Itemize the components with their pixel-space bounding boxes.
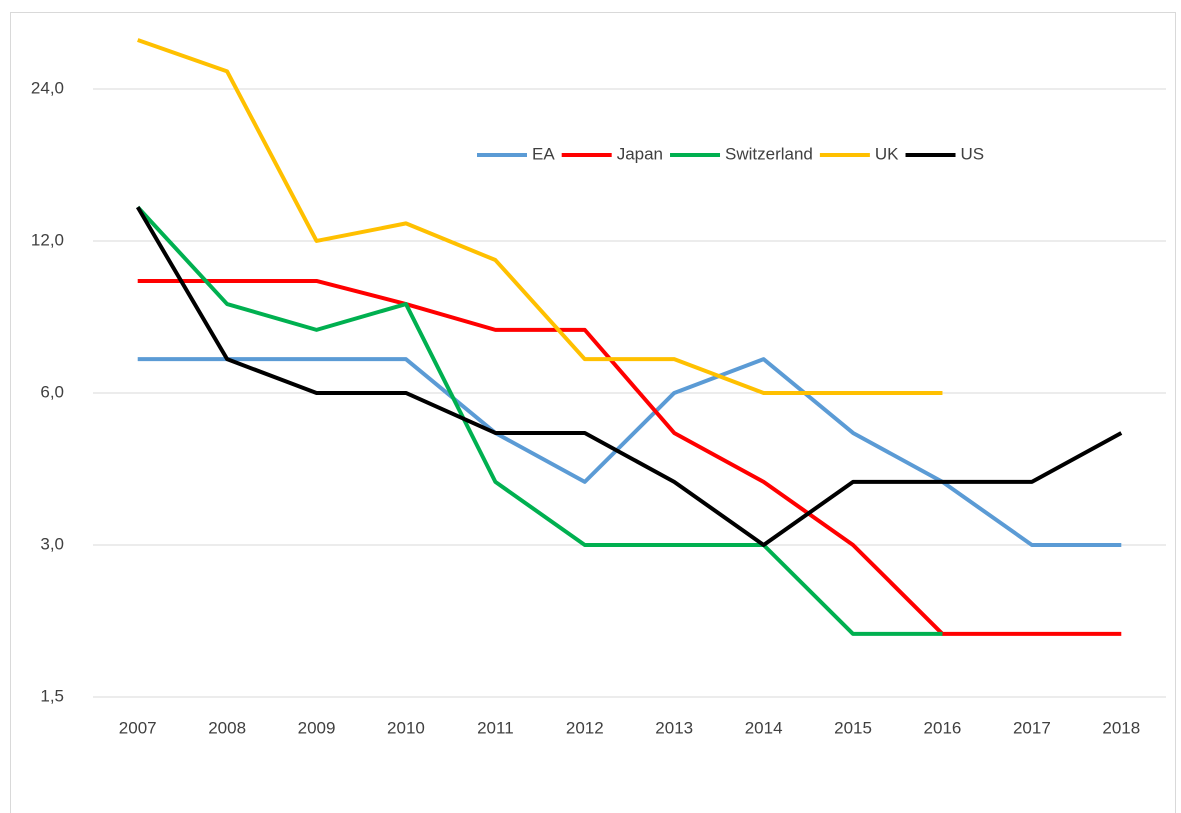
chart-frame bbox=[10, 12, 1176, 813]
x-tick-label: 2012 bbox=[566, 718, 604, 737]
x-tick-label: 2018 bbox=[1102, 718, 1140, 737]
series-line bbox=[136, 205, 943, 636]
series-line bbox=[135, 206, 1123, 547]
series-line bbox=[137, 357, 1122, 547]
x-tick-label: 2009 bbox=[298, 718, 336, 737]
x-tick-label: 2008 bbox=[208, 718, 246, 737]
y-tick-label: 3,0 bbox=[40, 534, 64, 553]
x-tick-label: 2010 bbox=[387, 718, 425, 737]
x-tick-label: 2007 bbox=[119, 718, 157, 737]
x-tick-label: 2017 bbox=[1013, 718, 1051, 737]
y-tick-label: 1,5 bbox=[40, 686, 64, 705]
legend-label: UK bbox=[875, 144, 899, 163]
legend-label: EA bbox=[532, 144, 555, 163]
x-tick-label: 2011 bbox=[477, 718, 514, 737]
y-tick-label: 6,0 bbox=[40, 382, 64, 401]
y-tick-label: 12,0 bbox=[31, 230, 64, 249]
legend-label: Japan bbox=[617, 144, 663, 163]
legend-label: US bbox=[961, 144, 985, 163]
series-line bbox=[137, 38, 943, 395]
x-tick-label: 2014 bbox=[745, 718, 783, 737]
series-line bbox=[137, 278, 1122, 636]
x-tick-label: 2016 bbox=[924, 718, 962, 737]
y-tick-label: 24,0 bbox=[31, 78, 64, 97]
x-tick-label: 2015 bbox=[834, 718, 872, 737]
x-tick-label: 2013 bbox=[655, 718, 693, 737]
legend-label: Switzerland bbox=[725, 144, 813, 163]
